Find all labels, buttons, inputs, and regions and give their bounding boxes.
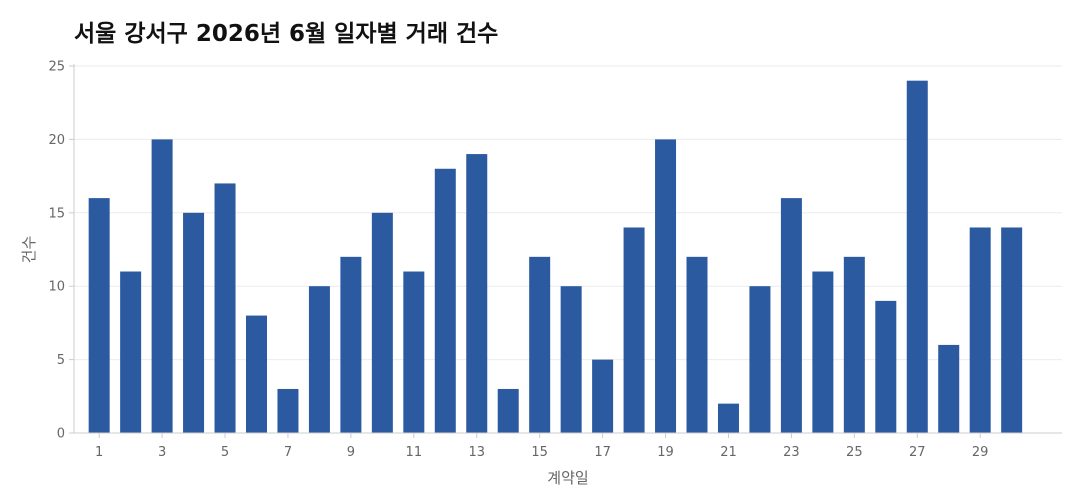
bar-day-8 — [308, 286, 330, 433]
x-axis-title: 계약일 — [547, 469, 588, 487]
x-tick-label-13: 27 — [909, 445, 926, 460]
bar-day-14 — [497, 388, 519, 433]
bar-day-16 — [560, 286, 582, 433]
x-tick-labels: 1 3 5 7 9 11 13 15 17 19 21 23 25 27 29 — [95, 433, 988, 460]
bar-day-23 — [780, 198, 802, 433]
y-tick-label-0: 0 — [57, 427, 65, 442]
y-tick-labels: 0 5 10 15 20 25 — [48, 60, 74, 442]
y-tick-label-1: 5 — [57, 353, 65, 368]
bar-day-4 — [183, 212, 205, 433]
bar-day-3 — [151, 139, 173, 433]
bar-day-26 — [875, 300, 897, 433]
x-tick-label-7: 15 — [531, 445, 548, 460]
y-tick-label-2: 10 — [48, 280, 65, 295]
x-tick-label-5: 11 — [406, 445, 423, 460]
bar-day-20 — [686, 256, 708, 433]
bars — [88, 80, 1023, 434]
x-tick-label-3: 7 — [284, 445, 292, 460]
x-tick-label-9: 19 — [657, 445, 674, 460]
bar-day-30 — [1001, 227, 1023, 433]
y-tick-label-5: 25 — [48, 60, 65, 75]
x-tick-label-8: 17 — [594, 445, 611, 460]
bar-day-21 — [717, 403, 739, 433]
y-axis-title: 건수 — [20, 236, 38, 264]
x-tick-label-4: 9 — [347, 445, 355, 460]
bar-day-6 — [245, 315, 267, 433]
bar-day-25 — [843, 256, 865, 433]
bar-day-7 — [277, 388, 299, 433]
x-tick-label-10: 21 — [720, 445, 737, 460]
bar-day-22 — [749, 286, 771, 433]
bar-day-13 — [466, 154, 488, 433]
axes — [73, 64, 1062, 434]
x-tick-label-0: 1 — [95, 445, 103, 460]
bar-day-19 — [655, 139, 677, 433]
bar-day-11 — [403, 271, 425, 433]
x-tick-label-11: 23 — [783, 445, 800, 460]
bar-day-1 — [88, 198, 110, 433]
chart-title: 서울 강서구 2026년 6월 일자별 거래 건수 — [74, 21, 499, 47]
y-tick-label-4: 20 — [48, 133, 65, 148]
bar-day-29 — [969, 227, 991, 433]
x-tick-label-2: 5 — [221, 445, 229, 460]
bar-day-18 — [623, 227, 645, 433]
bar-day-5 — [214, 183, 236, 433]
x-tick-label-14: 29 — [972, 445, 989, 460]
y-tick-label-3: 15 — [48, 206, 65, 221]
x-tick-label-12: 25 — [846, 445, 863, 460]
bar-day-17 — [592, 359, 614, 433]
bar-day-12 — [434, 168, 456, 433]
bar-day-24 — [812, 271, 834, 433]
bar-day-9 — [340, 256, 362, 433]
bar-day-28 — [938, 344, 960, 433]
bar-day-2 — [120, 271, 142, 433]
bar-day-10 — [371, 212, 393, 433]
bar-day-27 — [906, 80, 928, 434]
x-tick-label-6: 13 — [468, 445, 485, 460]
bar-day-15 — [529, 256, 551, 433]
x-tick-label-1: 3 — [158, 445, 166, 460]
